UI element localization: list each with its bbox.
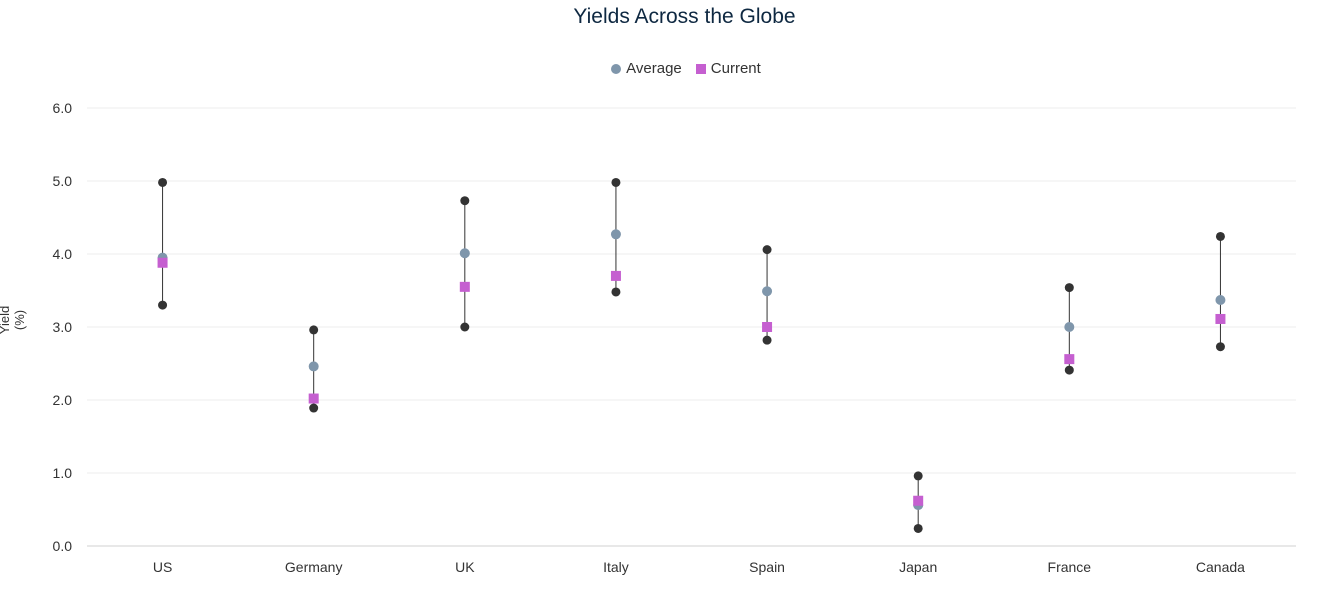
current-point: [308, 393, 319, 404]
average-point: [762, 286, 773, 297]
range-low-point: [1215, 342, 1225, 352]
range-high-point: [913, 471, 923, 481]
range-low-point: [913, 523, 923, 533]
legend-item-current: Current: [695, 60, 761, 77]
legend: Average Current: [0, 60, 1319, 77]
x-tick-label: Italy: [603, 559, 629, 575]
range-high-point: [158, 177, 168, 187]
current-point: [157, 257, 168, 268]
current-point: [1064, 354, 1075, 365]
x-tick-label: France: [1048, 559, 1092, 575]
average-point: [459, 248, 470, 259]
x-tick-label: Germany: [285, 559, 343, 575]
legend-average-marker: [611, 63, 622, 74]
average-point: [308, 361, 319, 372]
range-low-point: [611, 287, 621, 297]
legend-average-label: Average: [626, 60, 682, 77]
current-point: [913, 495, 924, 506]
range-high-point: [1215, 231, 1225, 241]
average-point: [1064, 322, 1075, 332]
range-low-point: [309, 403, 319, 413]
y-tick-label: 1.0: [53, 465, 73, 481]
x-tick-label: US: [153, 559, 172, 575]
range-high-point: [460, 196, 470, 206]
current-point: [610, 270, 621, 281]
legend-current-label: Current: [710, 60, 761, 77]
x-tick-label: Canada: [1196, 559, 1245, 575]
range-high-point: [309, 325, 319, 335]
current-point: [459, 281, 470, 292]
current-point: [1215, 313, 1226, 324]
chart-title: Yields Across the Globe: [573, 5, 796, 28]
range-low-point: [1064, 365, 1074, 375]
range-low-point: [460, 322, 470, 332]
range-low-point: [158, 300, 168, 310]
range-low-point: [762, 335, 772, 345]
y-tick-label: 6.0: [53, 100, 73, 116]
average-point: [1215, 294, 1226, 305]
range-high-point: [762, 245, 772, 255]
range-high-point: [1064, 283, 1074, 293]
legend-item-average: Average: [611, 60, 682, 77]
current-point: [762, 322, 773, 332]
y-tick-label: 5.0: [53, 173, 73, 189]
y-tick-label: 4.0: [53, 246, 73, 262]
range-high-point: [611, 177, 621, 187]
x-tick-label: Japan: [899, 559, 937, 575]
y-tick-label: 2.0: [53, 392, 73, 408]
x-tick-label: Spain: [749, 559, 785, 575]
x-tick-label: UK: [455, 559, 475, 575]
y-tick-label: 3.0: [53, 319, 73, 335]
average-point: [610, 229, 621, 240]
y-tick-label: 0.0: [53, 538, 73, 554]
legend-current-marker: [695, 63, 706, 74]
